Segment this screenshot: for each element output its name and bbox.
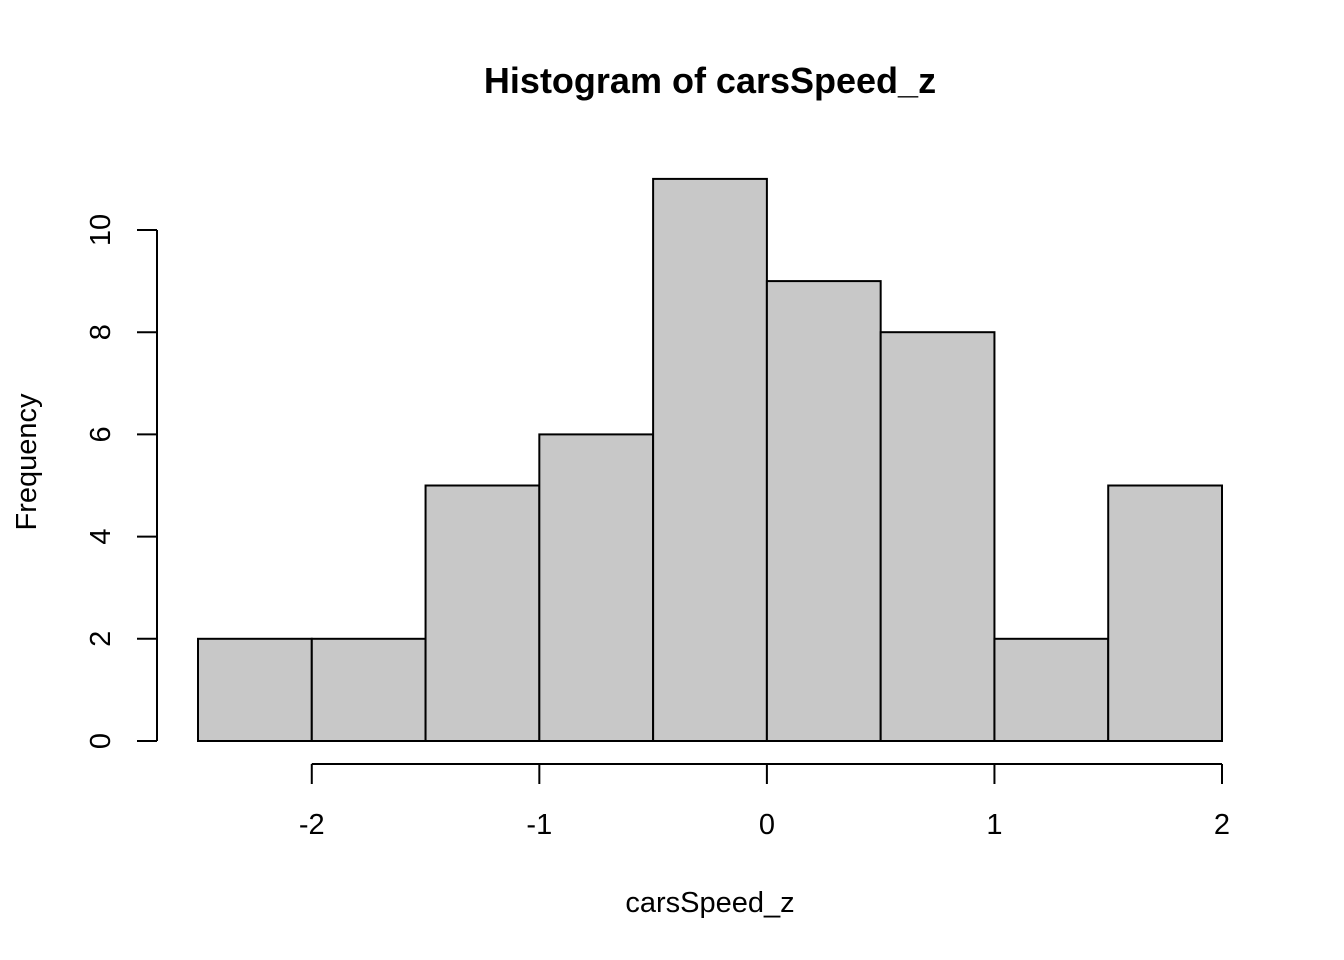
histogram-bar-1	[197, 637, 313, 742]
histogram-bar-7	[879, 331, 996, 742]
x-tick-label: 1	[986, 809, 1002, 841]
x-tick-label: 2	[1214, 809, 1230, 841]
chart-title: Histogram of carsSpeed_z	[484, 60, 936, 101]
x-axis: -2 -1 0 1 2	[299, 763, 1230, 841]
x-tick-label: 0	[759, 809, 775, 841]
histogram-bar-2	[310, 637, 427, 742]
histogram-bar-3	[424, 484, 541, 742]
histogram-bar-4	[538, 433, 655, 742]
y-tick-label: 4	[85, 529, 117, 545]
y-tick-label: 8	[85, 324, 117, 340]
x-tick-label: -2	[299, 809, 325, 841]
histogram-bar-6	[765, 280, 882, 742]
y-axis-label: Frequency	[11, 393, 43, 531]
y-tick-label: 0	[85, 733, 117, 749]
x-tick-label: -1	[526, 809, 552, 841]
x-axis-label: carsSpeed_z	[625, 887, 794, 919]
histogram-bar-9	[1107, 484, 1223, 742]
histogram-bar-8	[993, 637, 1110, 742]
histogram-bars	[197, 177, 1223, 742]
y-tick-label: 10	[85, 214, 117, 246]
y-tick-label: 6	[85, 426, 117, 442]
histogram-bar-5	[652, 177, 768, 742]
y-tick-label: 2	[85, 631, 117, 647]
y-axis: 0 2 4 6 8 10	[85, 214, 158, 749]
